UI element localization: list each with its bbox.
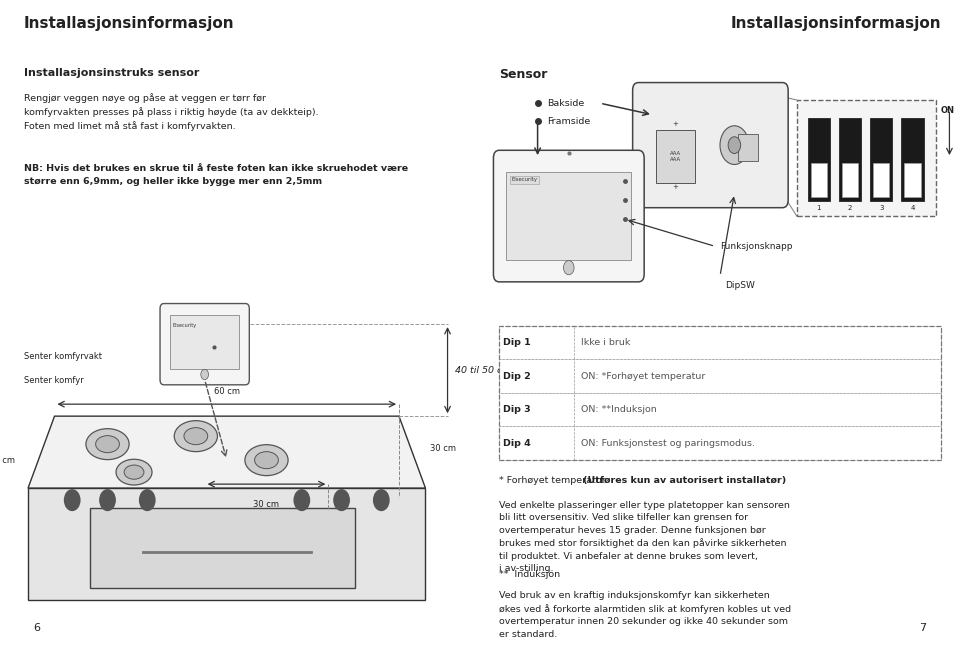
Text: * Forhøyet temperatur: * Forhøyet temperatur <box>499 476 609 485</box>
Text: 6: 6 <box>34 623 40 633</box>
Text: 30 cm: 30 cm <box>430 444 456 453</box>
Text: 7: 7 <box>920 623 926 633</box>
FancyBboxPatch shape <box>839 118 861 201</box>
Text: Sensor: Sensor <box>499 68 547 81</box>
Polygon shape <box>28 416 425 488</box>
Text: Framside: Framside <box>547 117 590 126</box>
Circle shape <box>64 490 80 510</box>
Text: ON: Funksjonstest og paringsmodus.: ON: Funksjonstest og paringsmodus. <box>581 439 755 448</box>
Text: **  Induksjon: ** Induksjon <box>499 570 561 579</box>
Circle shape <box>334 490 349 510</box>
Text: +: + <box>673 184 679 190</box>
Text: 60 cm: 60 cm <box>0 455 14 464</box>
Circle shape <box>100 490 115 510</box>
Circle shape <box>728 137 741 154</box>
FancyBboxPatch shape <box>90 508 355 588</box>
Ellipse shape <box>124 465 144 479</box>
Text: Installasjonsinstruks sensor: Installasjonsinstruks sensor <box>24 68 200 78</box>
FancyBboxPatch shape <box>808 118 829 201</box>
Text: AAA
AAA: AAA AAA <box>670 151 682 162</box>
FancyBboxPatch shape <box>657 130 695 183</box>
Text: Senter komfyrvakt: Senter komfyrvakt <box>24 352 102 361</box>
FancyBboxPatch shape <box>842 163 858 197</box>
Text: Elsecurity: Elsecurity <box>511 177 538 183</box>
Ellipse shape <box>116 459 152 485</box>
FancyBboxPatch shape <box>874 163 889 197</box>
Ellipse shape <box>245 444 288 475</box>
Circle shape <box>294 490 309 510</box>
Text: ON: ON <box>941 106 955 115</box>
Text: 2: 2 <box>848 205 852 211</box>
Ellipse shape <box>174 421 217 452</box>
FancyBboxPatch shape <box>499 393 941 426</box>
FancyBboxPatch shape <box>499 326 941 359</box>
Circle shape <box>201 370 208 380</box>
FancyBboxPatch shape <box>870 118 893 201</box>
Circle shape <box>720 126 749 164</box>
Text: Ved enkelte plasseringer eller type platetopper kan sensoren
bli litt oversensit: Ved enkelte plasseringer eller type plat… <box>499 501 790 573</box>
Text: Dip 1: Dip 1 <box>503 338 531 347</box>
Ellipse shape <box>254 451 278 469</box>
Text: 60 cm: 60 cm <box>214 388 240 397</box>
Text: Funksjonsknapp: Funksjonsknapp <box>720 242 793 251</box>
FancyBboxPatch shape <box>633 83 788 208</box>
Ellipse shape <box>184 428 207 444</box>
Text: ON: **Induksjon: ON: **Induksjon <box>581 405 657 414</box>
FancyBboxPatch shape <box>901 118 924 201</box>
Text: Ikke i bruk: Ikke i bruk <box>581 338 630 347</box>
Ellipse shape <box>96 435 119 453</box>
Text: Rengjør veggen nøye og påse at veggen er tørr før
komfyrvakten presses på plass : Rengjør veggen nøye og påse at veggen er… <box>24 94 319 131</box>
Circle shape <box>139 490 155 510</box>
FancyBboxPatch shape <box>170 315 239 370</box>
Text: Ved bruk av en kraftig induksjonskomfyr kan sikkerheten
økes ved å forkorte alar: Ved bruk av en kraftig induksjonskomfyr … <box>499 591 791 639</box>
Text: Installasjonsinformasjon: Installasjonsinformasjon <box>731 16 941 31</box>
Text: 1: 1 <box>817 205 821 211</box>
FancyBboxPatch shape <box>507 172 632 260</box>
FancyBboxPatch shape <box>797 100 936 216</box>
Text: (Utføres kun av autorisert installatør): (Utføres kun av autorisert installatør) <box>584 476 786 485</box>
Polygon shape <box>28 488 425 600</box>
Text: NB: Hvis det brukes en skrue til å feste foten kan ikke skruehodet være
større e: NB: Hvis det brukes en skrue til å feste… <box>24 164 408 186</box>
FancyBboxPatch shape <box>499 359 941 393</box>
Text: Senter komfyr: Senter komfyr <box>24 375 84 384</box>
FancyBboxPatch shape <box>160 304 250 385</box>
FancyBboxPatch shape <box>493 150 644 282</box>
Text: 4: 4 <box>910 205 915 211</box>
Text: ON: *Forhøyet temperatur: ON: *Forhøyet temperatur <box>581 372 706 381</box>
Text: Dip 2: Dip 2 <box>503 372 531 381</box>
Text: 3: 3 <box>879 205 883 211</box>
Text: Bakside: Bakside <box>547 99 585 108</box>
FancyBboxPatch shape <box>738 134 758 161</box>
Text: Elsecurity: Elsecurity <box>173 323 197 328</box>
Text: 40 til 50 cm: 40 til 50 cm <box>455 366 512 375</box>
Text: Dip 3: Dip 3 <box>503 405 531 414</box>
Text: Installasjonsinformasjon: Installasjonsinformasjon <box>24 16 234 31</box>
FancyBboxPatch shape <box>904 163 921 197</box>
Circle shape <box>373 490 389 510</box>
Text: 30 cm: 30 cm <box>253 501 279 510</box>
Text: DipSW: DipSW <box>725 281 755 290</box>
Ellipse shape <box>86 429 129 460</box>
Text: +: + <box>673 121 679 127</box>
Text: Dip 4: Dip 4 <box>503 439 531 448</box>
FancyBboxPatch shape <box>810 163 827 197</box>
Circle shape <box>564 261 574 275</box>
FancyBboxPatch shape <box>499 426 941 460</box>
